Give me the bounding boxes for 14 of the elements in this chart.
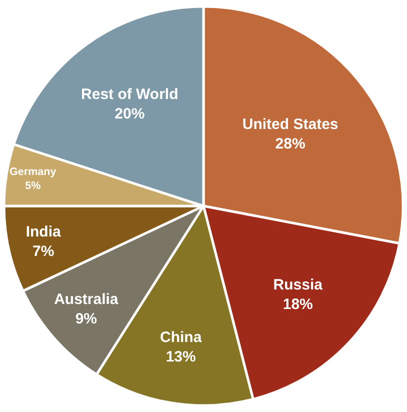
data-label: 28% [275,135,306,152]
data-label: 13% [166,348,196,366]
slice-label: Russia [273,276,324,294]
data-label: 18% [282,296,313,314]
data-label: 20% [114,106,145,123]
slice-label: Germany [10,166,56,178]
data-label: 7% [32,242,54,260]
slice-label: United States [242,116,338,133]
slice-label: India [26,223,62,240]
slice-label: China [160,328,202,346]
data-label: 9% [75,310,98,328]
data-label: 5% [25,180,42,192]
slice-label: Australia [54,290,119,308]
slice-label: Rest of World [81,86,178,104]
